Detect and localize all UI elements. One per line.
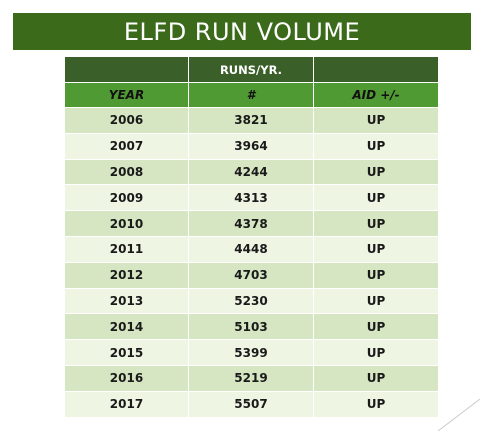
column-header-year: YEAR bbox=[64, 82, 189, 108]
cell-runs: 5399 bbox=[188, 339, 314, 366]
cell-aid: UP bbox=[313, 107, 439, 134]
table-row: 2009 4313 UP bbox=[64, 184, 439, 212]
cell-runs: 4244 bbox=[188, 158, 314, 186]
cell-runs: 5230 bbox=[188, 287, 314, 315]
cell-aid: UP bbox=[313, 364, 439, 392]
table-row: 2016 5219 UP bbox=[64, 364, 439, 392]
table-body: 2006 3821 UP 2007 3964 UP 2008 4244 UP 2009 4313 UP… bbox=[64, 107, 439, 418]
cell-year: 2008 bbox=[64, 158, 189, 186]
run-volume-table-container: RUNS/YR. YEAR # AID +/- 2006 3821 UP 2007 39… bbox=[64, 56, 439, 418]
header-group-cell-runs: RUNS/YR. bbox=[188, 56, 314, 83]
table-row: 2012 4703 UP bbox=[64, 261, 439, 289]
table-row: 2006 3821 UP bbox=[64, 107, 439, 134]
cell-runs: 4703 bbox=[188, 261, 314, 289]
table-row: 2015 5399 UP bbox=[64, 339, 439, 366]
column-header-aid: AID +/- bbox=[313, 82, 439, 108]
table-row: 2017 5507 UP bbox=[64, 390, 439, 418]
cell-year: 2013 bbox=[64, 287, 189, 315]
cell-year: 2016 bbox=[64, 364, 189, 392]
table-row: 2011 4448 UP bbox=[64, 235, 439, 263]
header-group-cell-year bbox=[64, 56, 189, 83]
cell-runs: 4313 bbox=[188, 184, 314, 212]
cell-year: 2014 bbox=[64, 313, 189, 341]
cell-runs: 5219 bbox=[188, 364, 314, 392]
cell-runs: 3821 bbox=[188, 107, 314, 134]
cell-aid: UP bbox=[313, 235, 439, 263]
cell-aid: UP bbox=[313, 287, 439, 315]
table-row: 2013 5230 UP bbox=[64, 287, 439, 315]
cell-aid: UP bbox=[313, 210, 439, 237]
cell-aid: UP bbox=[313, 132, 439, 160]
table-row: 2010 4378 UP bbox=[64, 210, 439, 237]
cell-aid: UP bbox=[313, 184, 439, 212]
table-header-row: YEAR # AID +/- bbox=[64, 82, 439, 108]
cell-aid: UP bbox=[313, 339, 439, 366]
cell-year: 2009 bbox=[64, 184, 189, 212]
column-header-runs: # bbox=[188, 82, 314, 108]
table-row: 2008 4244 UP bbox=[64, 158, 439, 186]
cell-year: 2012 bbox=[64, 261, 189, 289]
cell-aid: UP bbox=[313, 261, 439, 289]
cell-runs: 5103 bbox=[188, 313, 314, 341]
cell-aid: UP bbox=[313, 158, 439, 186]
cell-runs: 5507 bbox=[188, 390, 314, 418]
table-row: 2014 5103 UP bbox=[64, 313, 439, 341]
decorative-corner-line bbox=[437, 398, 480, 431]
run-volume-table: RUNS/YR. YEAR # AID +/- 2006 3821 UP 2007 39… bbox=[64, 56, 439, 418]
cell-year: 2007 bbox=[64, 132, 189, 160]
page-title: ELFD RUN VOLUME bbox=[13, 13, 471, 50]
cell-year: 2006 bbox=[64, 107, 189, 134]
header-group-cell-aid bbox=[313, 56, 439, 83]
cell-runs: 4448 bbox=[188, 235, 314, 263]
cell-year: 2010 bbox=[64, 210, 189, 237]
cell-aid: UP bbox=[313, 313, 439, 341]
cell-year: 2015 bbox=[64, 339, 189, 366]
cell-runs: 4378 bbox=[188, 210, 314, 237]
cell-year: 2017 bbox=[64, 390, 189, 418]
cell-year: 2011 bbox=[64, 235, 189, 263]
cell-aid: UP bbox=[313, 390, 439, 418]
table-row: 2007 3964 UP bbox=[64, 132, 439, 160]
cell-runs: 3964 bbox=[188, 132, 314, 160]
table-header-group-row: RUNS/YR. bbox=[64, 56, 439, 83]
